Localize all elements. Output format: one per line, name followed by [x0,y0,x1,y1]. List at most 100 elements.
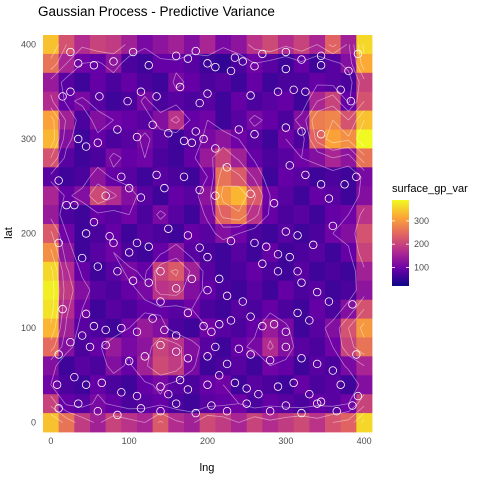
heatmap-tile [231,261,248,282]
heatmap-tile [199,110,216,130]
observation-point [54,350,63,359]
observation-point [124,183,134,193]
observation-point [109,238,118,248]
observation-point [297,127,306,136]
heatmap-tile [293,242,310,263]
observation-point [66,47,75,57]
heatmap-tile [325,242,342,263]
observation-point [156,407,165,416]
observation-point [101,340,110,350]
heatmap-tile [199,242,216,263]
observation-point [128,47,138,57]
observation-point [203,59,212,68]
observation-point [113,267,122,276]
heatmap-tile [356,356,373,376]
heatmap-tile [262,91,279,112]
observation-point [222,291,232,301]
heatmap-tile [293,186,310,206]
observation-point [160,325,169,335]
heatmap-tile [74,91,91,112]
heatmap-tile [325,394,342,414]
heatmap-tile [184,167,201,187]
heatmap-tile [168,148,185,168]
heatmap-tile [90,413,107,433]
heatmap-tile [137,224,154,244]
heatmap-tile [340,35,357,55]
heatmap-tile [184,413,201,433]
heatmap-tile [356,148,373,168]
heatmap-tile [215,337,232,357]
heatmap-tile [246,356,263,376]
heatmap-tile [262,394,279,414]
observation-point [246,312,255,321]
observation-point [89,321,99,331]
heatmap-tile [231,205,248,225]
observation-point [191,127,200,136]
observation-point [66,338,75,347]
heatmap-tile [246,280,263,301]
observation-point [246,91,255,100]
heatmap-tile [215,394,232,414]
heatmap-tile [278,186,295,206]
heatmap-tile [325,186,342,206]
heatmap-tile [356,72,373,93]
observation-point [144,242,153,251]
observation-point [250,61,259,71]
observation-point [238,297,247,306]
observation-point [144,61,153,70]
observation-point [81,309,91,319]
observation-point [285,161,294,170]
heatmap-tile [58,337,75,357]
heatmap-tile [105,337,122,357]
heatmap-tile [43,53,60,74]
heatmap-tile [74,337,91,357]
heatmap-tile [262,148,279,168]
heatmap-tile [43,413,60,433]
heatmap-tile [293,129,310,149]
heatmap-tile [43,72,60,93]
heatmap-tile [58,110,75,130]
heatmap-tile [58,280,75,301]
heatmap-tile [168,261,185,282]
heatmap-tile [121,148,138,168]
heatmap-tile [90,53,107,74]
heatmap-tile [74,72,91,93]
observation-point [265,355,275,365]
observation-point [89,217,99,227]
observation-point [148,120,157,129]
heatmap-tile [90,280,107,301]
heatmap-tile [168,242,185,263]
heatmap-tile [215,375,232,395]
heatmap-tile [121,413,138,433]
y-axis-ticks: 0 100 200 300 400 [21,39,36,427]
observation-point [132,132,142,142]
heatmap-tile [105,413,122,433]
heatmap-tile [231,72,248,93]
observation-point [215,274,224,284]
heatmap-tile [105,53,122,74]
observation-point [211,62,220,72]
heatmap-tile [309,261,326,282]
observation-point [242,399,251,408]
heatmap-tile [199,337,216,357]
heatmap-tile [325,91,342,112]
heatmap-tile [168,72,185,93]
heatmap-tile [184,186,201,206]
heatmap-tile [152,224,169,244]
observation-point [273,267,283,276]
heatmap-tile [215,224,232,244]
heatmap-tile [325,148,342,168]
heatmap-tile [246,242,263,263]
x-tick-label: 100 [122,436,137,446]
heatmap-tile [43,375,60,395]
heatmap-tile [184,72,201,93]
heatmap-tile [58,356,75,376]
heatmap-tile [152,186,169,206]
heatmap-tile [309,242,326,263]
heatmap-tile [168,375,185,395]
heatmap-tile [293,356,310,376]
observation-point [113,410,122,420]
heatmap-tile [262,261,279,282]
heatmap-tile [262,280,279,301]
observation-point [85,342,95,352]
